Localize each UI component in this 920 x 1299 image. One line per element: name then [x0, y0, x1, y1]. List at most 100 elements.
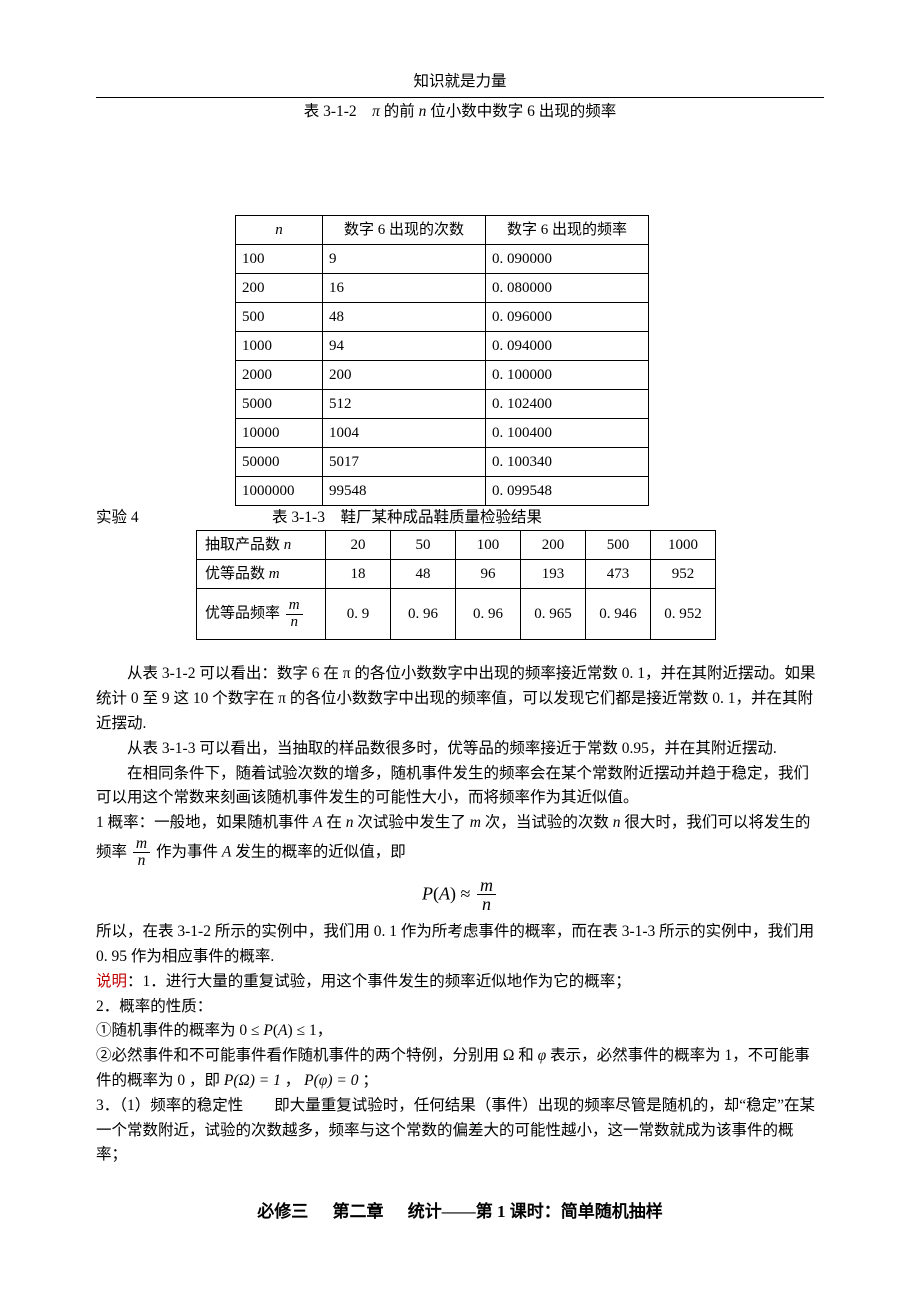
- cell: 100: [456, 531, 521, 560]
- note-text: ：1．进行大量的重复试验，用这个事件发生的频率近似地作为它的概率；: [127, 973, 631, 990]
- p7-P: P: [263, 1022, 272, 1039]
- cell: 94: [323, 331, 486, 360]
- cell: 952: [651, 560, 716, 589]
- paragraph-4: 1 概率：一般地，如果随机事件 A 在 n 次试验中发生了 m 次，当试验的次数…: [96, 811, 824, 869]
- p7-d: ，: [317, 1022, 333, 1039]
- table1-h1: n: [236, 215, 323, 244]
- t2-r1-label: 抽取产品数 n: [197, 531, 326, 560]
- cell: 18: [326, 560, 391, 589]
- cell: 0. 965: [521, 589, 586, 640]
- p7-A: A: [278, 1022, 287, 1039]
- page-footer: 必修三 第二章 统计——第 1 课时：简单随机抽样: [96, 1198, 824, 1225]
- cell: 0. 100000: [486, 360, 649, 389]
- caption1-suffix: 位小数中数字 6 出现的频率: [426, 103, 616, 120]
- cell: 500: [586, 531, 651, 560]
- table1-h2: 数字 6 出现的次数: [323, 215, 486, 244]
- p7-b: 0 ≤: [239, 1022, 263, 1039]
- table-row: 50005120. 102400: [236, 389, 649, 418]
- table1-caption: 表 3-1-2 π 的前 n 位小数中数字 6 出现的频率: [96, 100, 824, 125]
- table-row: 1000010040. 100400: [236, 418, 649, 447]
- formula-P: P: [422, 883, 433, 903]
- fraction-m-over-n: mn: [286, 598, 303, 631]
- table-row: 5000050170. 100340: [236, 447, 649, 476]
- cell: 5000: [236, 389, 323, 418]
- cell: 1000: [236, 331, 323, 360]
- cell: 473: [586, 560, 651, 589]
- paragraph-7: ①随机事件的概率为 0 ≤ P(A) ≤ 1，: [96, 1019, 824, 1044]
- p4-d: 次，当试验的次数: [481, 814, 613, 831]
- cell: 200: [521, 531, 586, 560]
- cell: 96: [456, 560, 521, 589]
- paragraph-3: 在相同条件下，随着试验次数的增多，随机事件发生的频率会在某个常数附近摆动并趋于稳…: [96, 762, 824, 812]
- p8-c: ，: [281, 1072, 304, 1089]
- table-row: 1000000995480. 099548: [236, 476, 649, 505]
- frac-den: n: [286, 615, 303, 631]
- experiment-4-label: 实验 4: [96, 506, 172, 531]
- p4-c: 次试验中发生了: [354, 814, 470, 831]
- table-row: 20002000. 100000: [236, 360, 649, 389]
- cell: 0. 102400: [486, 389, 649, 418]
- p4-f: 作为事件: [152, 843, 222, 860]
- cell: 0. 099548: [486, 476, 649, 505]
- cell: 0. 96: [456, 589, 521, 640]
- formula-den: n: [477, 895, 496, 914]
- cell: 99548: [323, 476, 486, 505]
- cell: 0. 946: [586, 589, 651, 640]
- t2-r2-label: 优等品数 m: [197, 560, 326, 589]
- paragraph-9: 3．（1）频率的稳定性 即大量重复试验时，任何结果（事件）出现的频率尽管是随机的…: [96, 1094, 824, 1168]
- cell: 0. 100340: [486, 447, 649, 476]
- cell: 0. 96: [391, 589, 456, 640]
- t2-r1-label-var: n: [284, 537, 292, 553]
- table-pi-digit-frequency: n 数字 6 出现的次数 数字 6 出现的频率 10090. 090000 20…: [235, 215, 649, 506]
- table-row: 抽取产品数 n 20 50 100 200 500 1000: [197, 531, 716, 560]
- caption1-pi: π: [372, 103, 380, 120]
- caption1-prefix: 表 3-1-2: [304, 103, 372, 120]
- cell: 0. 952: [651, 589, 716, 640]
- cell: 48: [323, 302, 486, 331]
- table-row: 10090. 090000: [236, 244, 649, 273]
- p4-b: 在: [322, 814, 345, 831]
- header-rule: [96, 97, 824, 98]
- footer-a: 必修三: [257, 1202, 308, 1221]
- cell: 48: [391, 560, 456, 589]
- cell: 1000000: [236, 476, 323, 505]
- cell: 500: [236, 302, 323, 331]
- p4-A2: A: [222, 843, 231, 860]
- table1-h3: 数字 6 出现的频率: [486, 215, 649, 244]
- paragraph-1: 从表 3-1-2 可以看出：数字 6 在 π 的各位小数数字中出现的频率接近常数…: [96, 662, 824, 736]
- cell: 193: [521, 560, 586, 589]
- page-header-title: 知识就是力量: [96, 70, 824, 95]
- p8-Pphi: P(φ) = 0: [304, 1072, 358, 1089]
- frac-num: m: [286, 598, 303, 615]
- formula-frac: mn: [477, 876, 496, 915]
- cell: 0. 9: [326, 589, 391, 640]
- caption1-mid: 的前: [380, 103, 419, 120]
- t2-r2-label-var: m: [269, 566, 280, 582]
- formula-A: A: [439, 883, 450, 903]
- paragraph-note: 说明：1．进行大量的重复试验，用这个事件发生的频率近似地作为它的概率；: [96, 970, 824, 995]
- cell: 0. 090000: [486, 244, 649, 273]
- cell: 10000: [236, 418, 323, 447]
- cell: 5017: [323, 447, 486, 476]
- cell: 1000: [651, 531, 716, 560]
- cell: 50000: [236, 447, 323, 476]
- cell: 2000: [236, 360, 323, 389]
- p4-m: m: [470, 814, 481, 831]
- cell: 0. 096000: [486, 302, 649, 331]
- formula-num: m: [477, 876, 496, 896]
- table-row: 优等品数 m 18 48 96 193 473 952: [197, 560, 716, 589]
- cell: 100: [236, 244, 323, 273]
- frac-den: n: [133, 853, 150, 869]
- cell: 0. 100400: [486, 418, 649, 447]
- t2-r1-label-text: 抽取产品数: [205, 537, 284, 553]
- note-label: 说明: [96, 973, 127, 990]
- table1-h1-var: n: [275, 222, 283, 238]
- paragraph-2: 从表 3-1-3 可以看出，当抽取的样品数很多时，优等品的频率接近于常数 0.9…: [96, 737, 824, 762]
- cell: 16: [323, 273, 486, 302]
- p8-POmega: P(Ω) = 1: [224, 1072, 281, 1089]
- p4-n: n: [346, 814, 354, 831]
- p8-d: ；: [358, 1072, 377, 1089]
- table-row: 1000940. 094000: [236, 331, 649, 360]
- p8-phi: φ: [538, 1047, 547, 1064]
- cell: 1004: [323, 418, 486, 447]
